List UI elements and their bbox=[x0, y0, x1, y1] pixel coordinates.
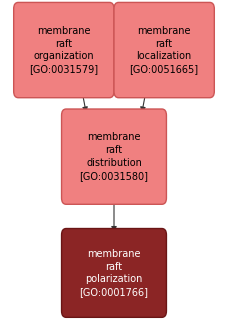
FancyBboxPatch shape bbox=[14, 2, 114, 98]
Text: membrane
raft
polarization
[GO:0001766]: membrane raft polarization [GO:0001766] bbox=[79, 249, 148, 297]
FancyBboxPatch shape bbox=[114, 2, 213, 98]
Text: membrane
raft
distribution
[GO:0031580]: membrane raft distribution [GO:0031580] bbox=[79, 132, 148, 181]
Text: membrane
raft
localization
[GO:0051665]: membrane raft localization [GO:0051665] bbox=[129, 26, 198, 74]
FancyBboxPatch shape bbox=[61, 229, 166, 317]
Text: membrane
raft
organization
[GO:0031579]: membrane raft organization [GO:0031579] bbox=[29, 26, 98, 74]
FancyBboxPatch shape bbox=[61, 109, 166, 204]
